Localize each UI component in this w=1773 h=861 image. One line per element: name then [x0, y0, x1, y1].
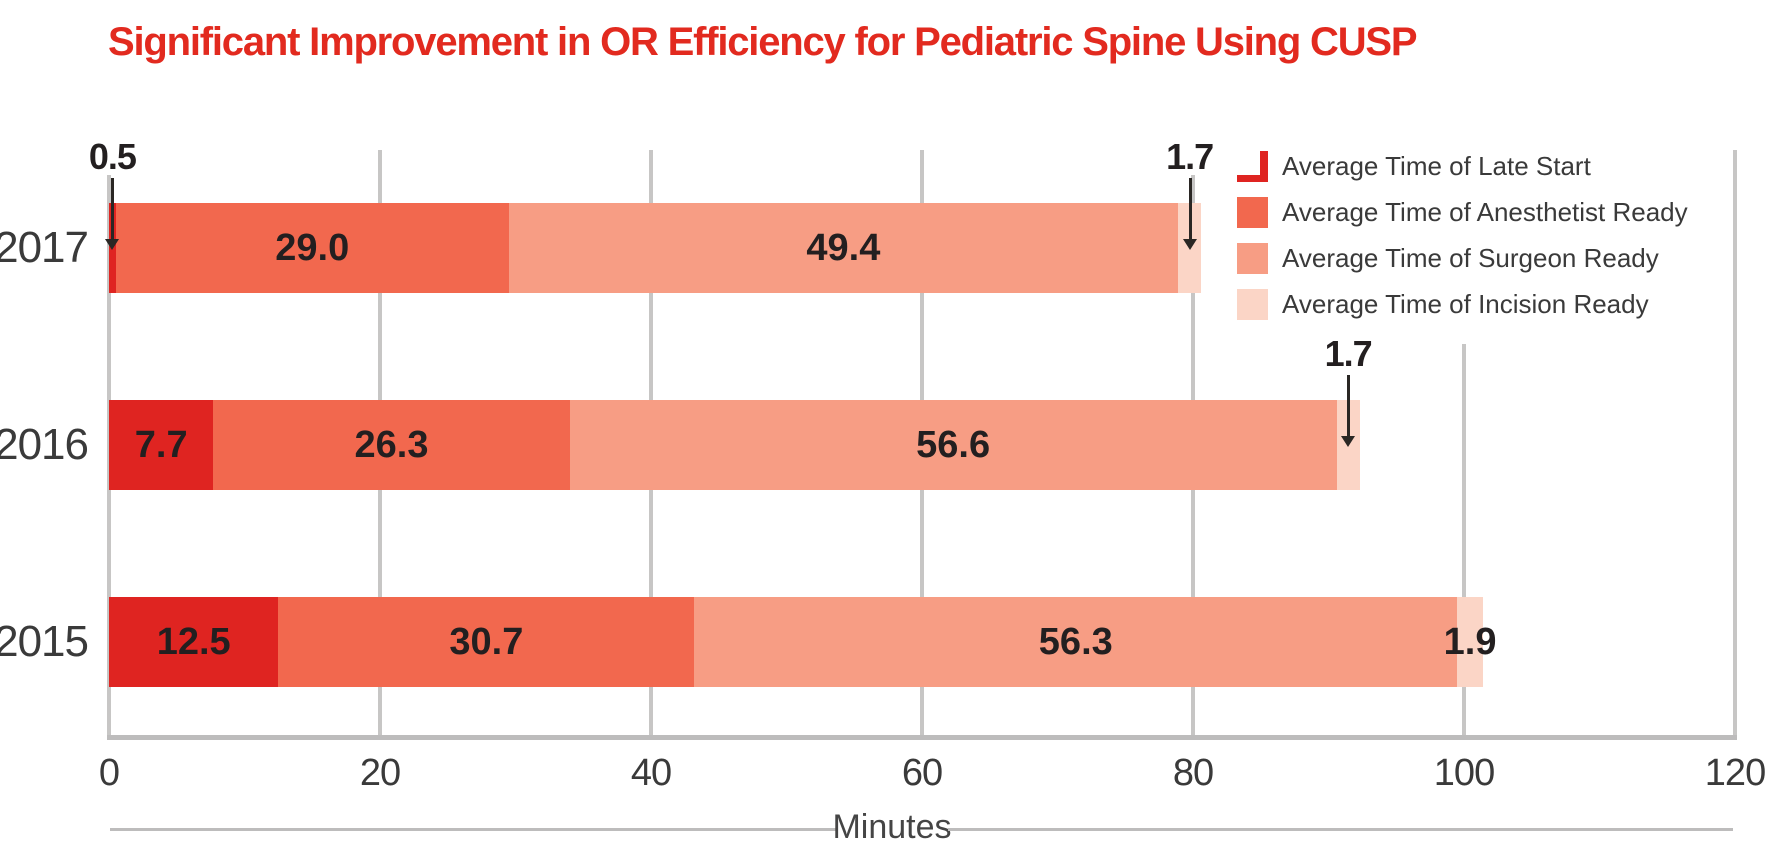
- bar-row-2015: 12.5 30.7 56.3 1.9: [109, 597, 1497, 687]
- bar-segment-2015-4: 1.9: [1444, 597, 1497, 687]
- legend-item-label: Average Time of Surgeon Ready: [1282, 243, 1659, 273]
- chart-title: Significant Improvement in OR Efficiency…: [108, 20, 1418, 64]
- annotation-arrow-head: [1182, 239, 1197, 250]
- x-axis-line: [107, 735, 1737, 740]
- value-label: 12.5: [156, 621, 231, 663]
- annotation-label-2017: 1.7: [1119, 139, 1260, 175]
- bar-row-2017: 29.0 49.4: [109, 203, 1202, 293]
- legend-item-label: Average Time of Anesthetist Ready: [1282, 197, 1688, 227]
- y-axis-label-2015: 2015: [0, 617, 89, 666]
- bar-row-2016: 7.7 26.3 56.6: [109, 400, 1360, 490]
- bar-segment-2016-3: 56.6: [569, 400, 1337, 490]
- annotation-arrow-line: [111, 178, 115, 240]
- x-tick-label-0: 0: [98, 752, 120, 794]
- annotation-arrow-head: [105, 239, 120, 250]
- x-axis-label-rule-right: [948, 828, 1733, 831]
- x-axis-title: Minutes: [832, 808, 952, 846]
- bar-segment-2017-3: 49.4: [508, 203, 1179, 293]
- annotation-arrow-line: [1347, 375, 1351, 437]
- x-axis-label-rule-left: [110, 828, 836, 831]
- y-axis-label-2016: 2016: [0, 420, 89, 469]
- legend-item-4: Average Time of Incision Ready: [1237, 288, 1688, 321]
- gridline-100: [1462, 338, 1466, 740]
- value-label: 49.4: [806, 227, 881, 269]
- annotation-label-2016: 1.7: [1278, 336, 1419, 372]
- value-label: 7.7: [134, 424, 188, 466]
- x-tick-label-20: 20: [359, 752, 401, 794]
- gridline-120: [1733, 150, 1737, 740]
- bar-segment-2017-2: 29.0: [115, 203, 509, 293]
- annotation-label-2017: 0.5: [42, 139, 183, 175]
- legend-item-3: Average Time of Surgeon Ready: [1237, 242, 1688, 275]
- x-tick-label-60: 60: [901, 752, 943, 794]
- annotation-arrow-line: [1188, 178, 1192, 240]
- bar-segment-2015-3: 56.3: [694, 597, 1458, 687]
- value-label: 29.0: [275, 227, 350, 269]
- legend-swatch-icon: [1237, 289, 1268, 320]
- value-label: 56.3: [1038, 621, 1113, 663]
- annotation-arrow-head: [1341, 436, 1356, 447]
- value-label: 30.7: [449, 621, 524, 663]
- x-tick-label-120: 120: [1704, 752, 1766, 794]
- legend-item-1: Average Time of Late Start: [1237, 150, 1688, 183]
- legend-swatch-icon: [1237, 243, 1268, 274]
- bar-segment-2015-2: 30.7: [278, 597, 695, 687]
- legend-item-label: Average Time of Incision Ready: [1282, 289, 1649, 319]
- value-label: 1.9: [1443, 621, 1497, 663]
- legend: Average Time of Late Start Average Time o…: [1225, 138, 1704, 344]
- legend-item-2: Average Time of Anesthetist Ready: [1237, 196, 1688, 229]
- value-label: 56.6: [916, 424, 991, 466]
- bar-segment-2016-1: 7.7: [109, 400, 214, 490]
- bar-segment-2015-1: 12.5: [109, 597, 279, 687]
- bar-segment-2016-2: 26.3: [213, 400, 570, 490]
- x-tick-label-80: 80: [1172, 752, 1214, 794]
- legend-item-label: Average Time of Late Start: [1282, 151, 1591, 181]
- x-tick-label-40: 40: [630, 752, 672, 794]
- x-tick-label-100: 100: [1433, 752, 1495, 794]
- value-label: 26.3: [354, 424, 429, 466]
- y-axis-label-2017: 2017: [0, 223, 89, 272]
- legend-swatch-icon: [1237, 197, 1268, 228]
